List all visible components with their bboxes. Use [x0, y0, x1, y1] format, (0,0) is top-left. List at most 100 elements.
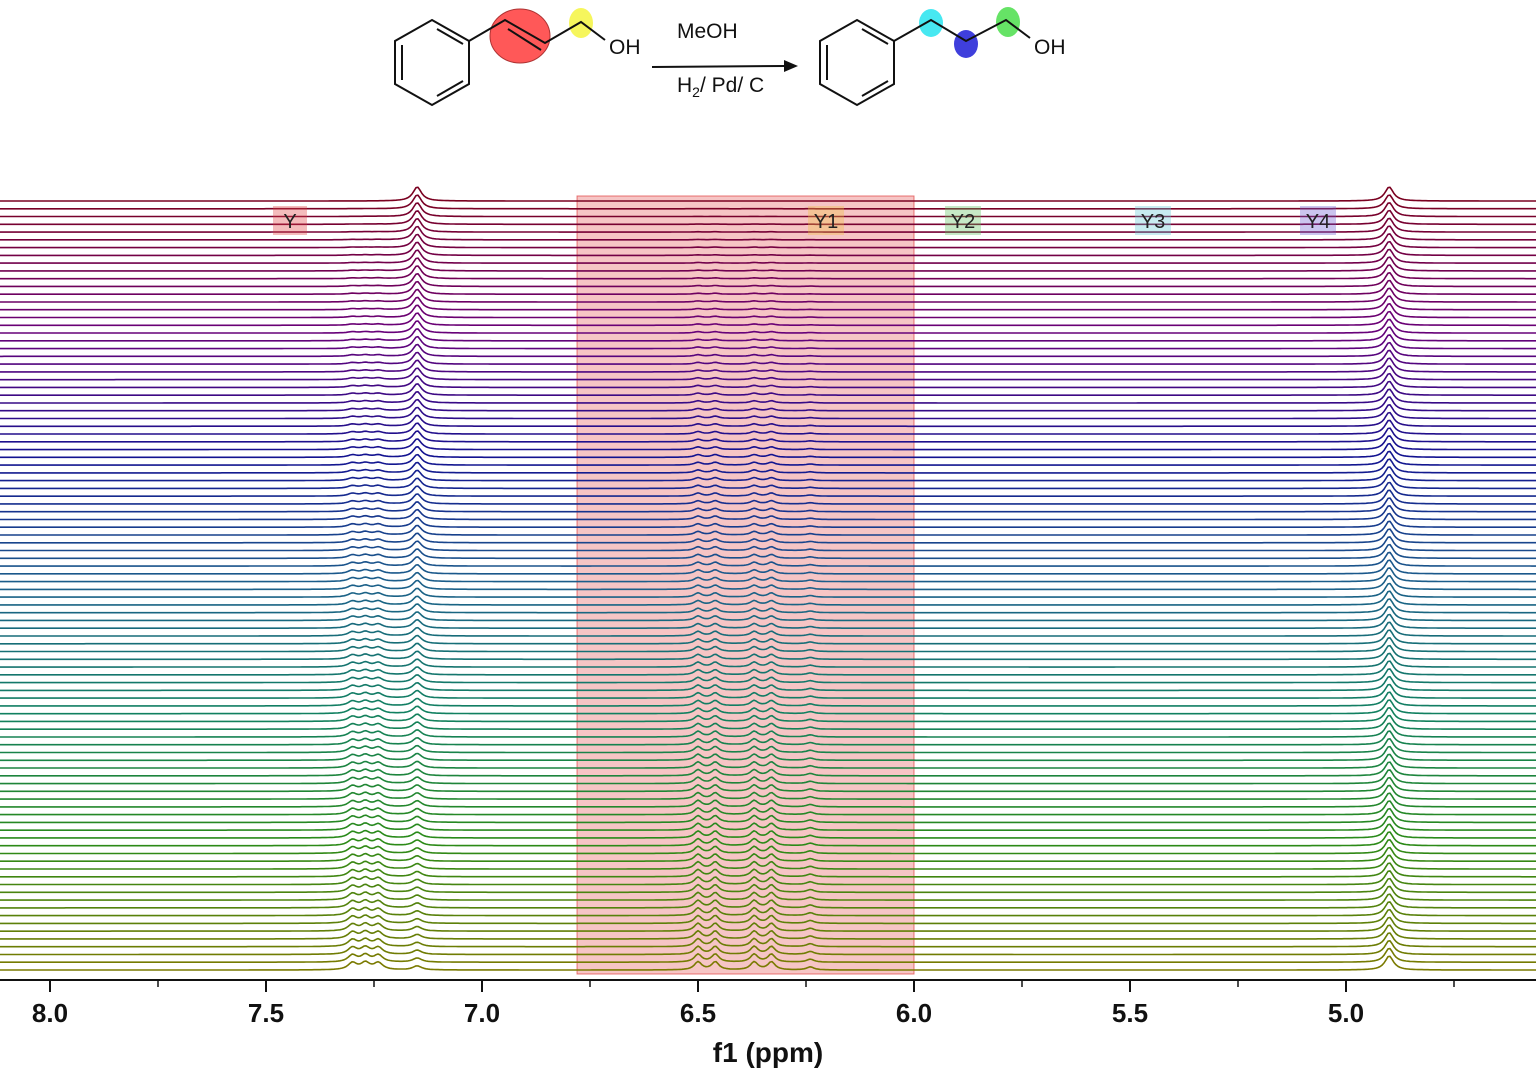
- spectrum-trace: [0, 295, 1536, 311]
- spectrum-trace: [0, 388, 1536, 404]
- spectrum-trace: [0, 497, 1536, 513]
- spectrum-trace: [0, 194, 1536, 210]
- band-label-y: Y: [283, 211, 296, 233]
- x-tick-label: 7.0: [464, 998, 500, 1028]
- spectrum-trace: [0, 745, 1536, 762]
- spectrum-trace: [0, 908, 1536, 925]
- spectrum-trace: [0, 660, 1536, 676]
- spectrum-trace: [0, 598, 1536, 614]
- spectrum-trace: [0, 473, 1536, 490]
- spectrum-trace: [0, 839, 1536, 855]
- spectrum-trace: [0, 893, 1536, 909]
- arrow-head-icon: [784, 60, 798, 72]
- band-label-bg: [808, 206, 844, 235]
- product-oh-label: OH: [1034, 36, 1066, 59]
- spectrum-trace: [0, 528, 1536, 544]
- spectrum-trace: [0, 707, 1536, 723]
- spectrum-trace: [0, 916, 1536, 932]
- reactant-benzene-ring: [394, 18, 470, 107]
- band-label-bg: [1135, 206, 1171, 235]
- spectrum-trace: [0, 248, 1536, 264]
- spectrum-trace: [0, 738, 1536, 754]
- spectrum-trace: [0, 955, 1536, 971]
- solvent-label: MeOH: [677, 20, 738, 43]
- product-c1-highlight: [919, 9, 943, 37]
- spectrum-trace: [0, 466, 1536, 482]
- spectrum-trace: [0, 551, 1536, 567]
- band-label-y3: Y3: [1141, 211, 1165, 233]
- spectrum-trace: [0, 372, 1536, 389]
- spectrum-trace: [0, 629, 1536, 645]
- band-label-bg: [1300, 206, 1336, 235]
- spectrum-trace: [0, 877, 1536, 894]
- spectrum-trace: [0, 940, 1536, 956]
- band-label-bg: [273, 206, 307, 235]
- spectrum-trace: [0, 637, 1536, 653]
- spectrum-trace: [0, 341, 1536, 358]
- spectrum-trace: [0, 233, 1536, 249]
- spectrum-trace: [0, 932, 1536, 948]
- band-label-y1: Y1: [814, 211, 838, 233]
- spectrum-trace: [0, 489, 1536, 505]
- spectrum-trace: [0, 815, 1536, 831]
- reaction-arrow: [651, 65, 786, 68]
- x-tick-label: 7.5: [248, 998, 284, 1028]
- spectrum-trace: [0, 419, 1536, 435]
- band-labels: Y Y1 Y2 Y3 Y4: [273, 206, 1336, 235]
- spectrum-trace: [0, 652, 1536, 668]
- spectrum-trace: [0, 574, 1536, 591]
- spectrum-trace: [0, 186, 1536, 202]
- spectrum-trace: [0, 769, 1536, 785]
- spectrum-trace: [0, 326, 1536, 342]
- spectrum-trace: [0, 800, 1536, 816]
- spectrum-trace: [0, 481, 1536, 497]
- reactant-oh-label: OH: [609, 36, 641, 59]
- spectrum-trace: [0, 862, 1536, 878]
- spectrum-trace: [0, 846, 1536, 862]
- x-axis-ticks: 8.07.57.06.56.05.55.04.54.03.53.02.52.01…: [32, 980, 1455, 1028]
- band-label-bg: [945, 206, 981, 235]
- reaction-scheme: OH MeOH H2/ Pd/ C OH: [394, 7, 1066, 107]
- spectrum-trace: [0, 310, 1536, 327]
- spectrum-trace: [0, 287, 1536, 303]
- spectrum-trace: [0, 776, 1536, 793]
- spectrum-trace: [0, 675, 1536, 692]
- spectrum-trace: [0, 784, 1536, 800]
- spectrum-trace: [0, 512, 1536, 528]
- spectrum-trace: [0, 606, 1536, 622]
- spectrum-trace: [0, 318, 1536, 334]
- spectrum-trace: [0, 582, 1536, 598]
- spectrum-trace: [0, 730, 1536, 746]
- x-axis: 8.07.57.06.56.05.55.04.54.03.53.02.52.01…: [0, 979, 1536, 1068]
- x-tick-label: 8.0: [32, 998, 68, 1028]
- spectrum-trace: [0, 613, 1536, 629]
- spectrum-trace: [0, 753, 1536, 769]
- spectrum-trace: [0, 885, 1536, 901]
- spectrum-trace: [0, 334, 1536, 350]
- spectrum-trace: [0, 559, 1536, 575]
- spectrum-trace: [0, 256, 1536, 272]
- spectrum-trace: [0, 450, 1536, 466]
- spectrum-trace: [0, 536, 1536, 552]
- spectrum-trace: [0, 427, 1536, 443]
- spectrum-trace: [0, 621, 1536, 637]
- spectrum-trace: [0, 365, 1536, 381]
- spectrum-trace: [0, 691, 1536, 707]
- band-label-y4: Y4: [1306, 211, 1330, 233]
- spectrum-trace: [0, 435, 1536, 451]
- spectrum-trace: [0, 458, 1536, 474]
- x-tick-label: 6.0: [896, 998, 932, 1028]
- spectrum-trace: [0, 668, 1536, 684]
- spectrum-trace: [0, 699, 1536, 715]
- spectrum-trace: [0, 567, 1536, 583]
- x-tick-label: 5.5: [1112, 998, 1148, 1028]
- spectrum-trace: [0, 442, 1536, 459]
- spectrum-trace: [0, 303, 1536, 319]
- spectrum-trace: [0, 543, 1536, 560]
- spectrum-trace: [0, 870, 1536, 886]
- band-y: [576, 195, 915, 975]
- spectrum-trace: [0, 357, 1536, 373]
- product-c2-highlight: [954, 30, 978, 58]
- spectrum-trace: [0, 590, 1536, 606]
